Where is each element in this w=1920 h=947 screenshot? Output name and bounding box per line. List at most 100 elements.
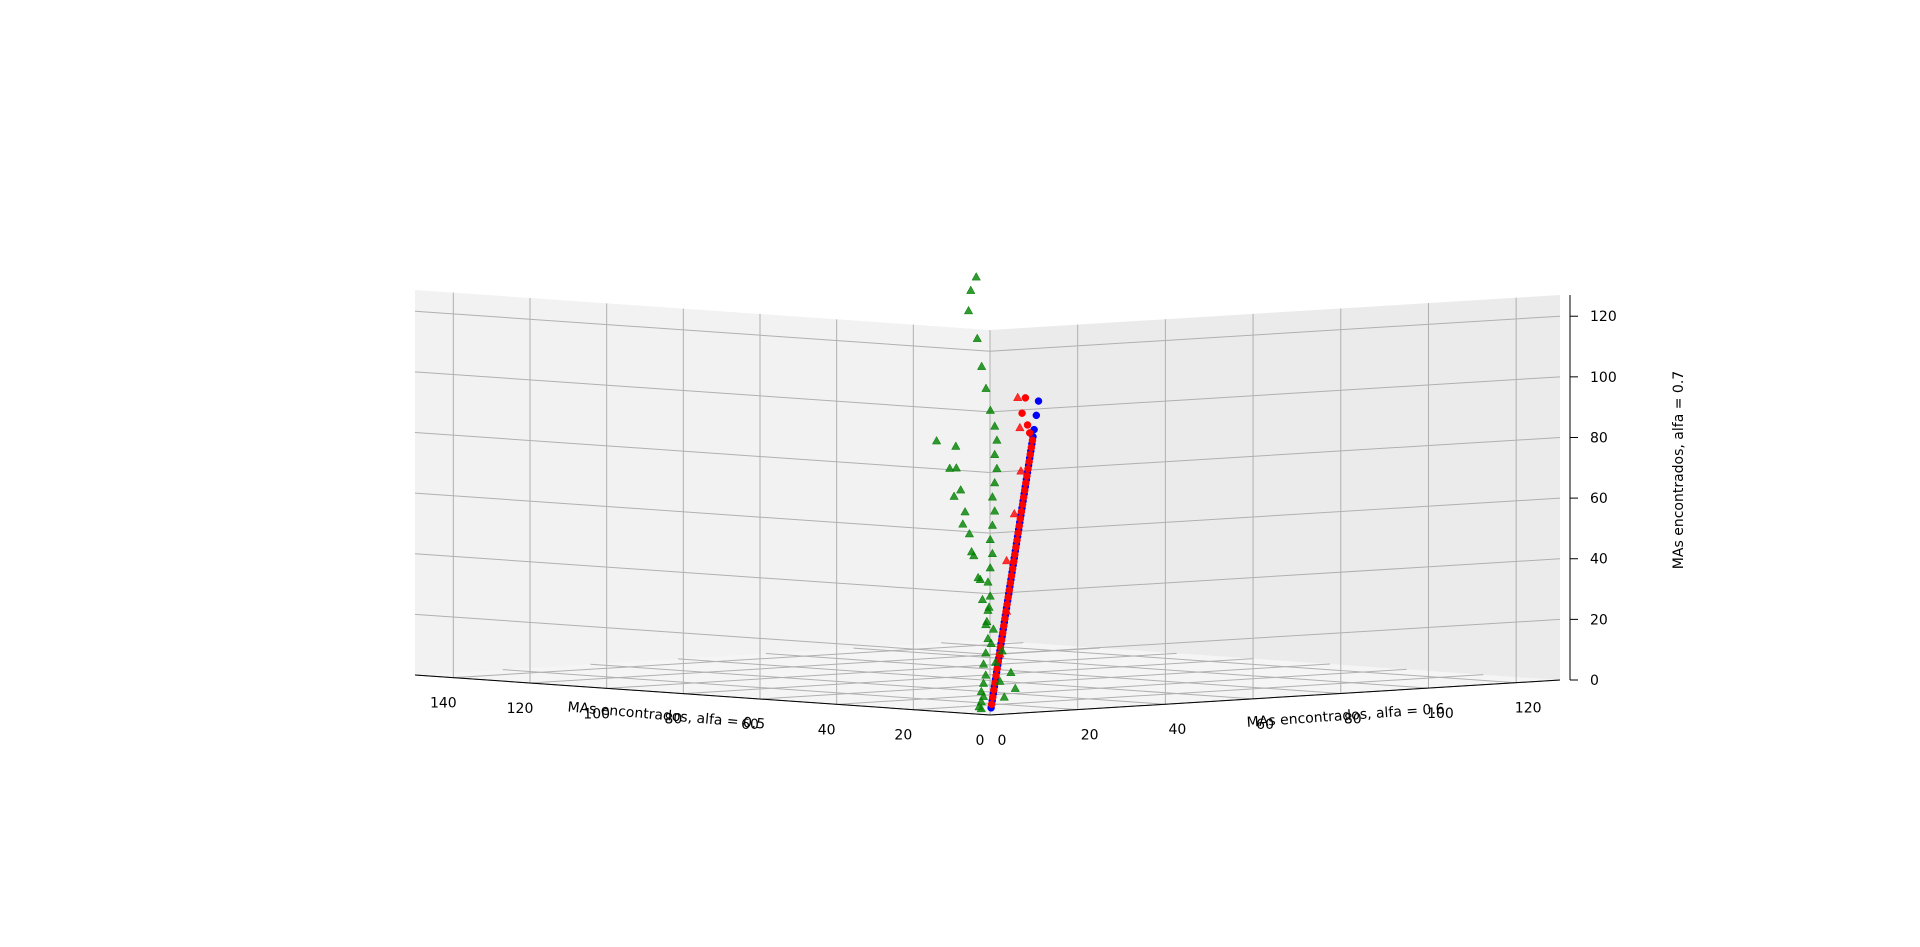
data-point: [990, 657, 1001, 666]
data-point: [987, 492, 998, 501]
z-tick-label: 80: [1590, 430, 1608, 446]
data-points: [931, 272, 1043, 713]
y-axis-line: [989, 679, 1561, 716]
data-point: [1006, 667, 1016, 676]
data-point: [993, 664, 1001, 673]
data-point: [1014, 529, 1022, 537]
data-point: [1001, 555, 1012, 565]
data-point: [1009, 508, 1019, 518]
gridline-z: [414, 492, 1561, 534]
data-point: [982, 616, 992, 625]
data-point: [985, 534, 995, 543]
data-point: [992, 435, 1002, 444]
data-point: [984, 602, 994, 611]
data-point: [1019, 493, 1028, 502]
data-point: [966, 546, 977, 556]
data-point: [992, 463, 1002, 472]
data-point: [1016, 466, 1026, 475]
data-point: [1000, 622, 1008, 630]
data-point: [985, 591, 995, 600]
data-point: [1034, 397, 1043, 405]
data-point: [1015, 422, 1025, 432]
data-point: [958, 519, 968, 528]
x-tick-label: 0: [976, 733, 985, 749]
z-tick-label: 20: [1590, 612, 1608, 628]
data-point: [999, 692, 1009, 701]
x-tick-label: 80: [664, 712, 682, 728]
data-point: [981, 383, 991, 392]
back-pane-y: [990, 295, 1560, 715]
data-point: [1004, 593, 1012, 602]
data-point: [1025, 457, 1033, 466]
data-point: [1017, 507, 1026, 516]
data-point: [966, 285, 976, 294]
data-point: [1028, 436, 1037, 445]
data-point: [992, 672, 1000, 680]
x-tick-label: 40: [818, 722, 836, 738]
gridline-z: [414, 310, 1561, 352]
data-point: [989, 693, 997, 701]
data-point: [956, 485, 966, 494]
back-pane-x: [415, 290, 990, 715]
data-point: [931, 435, 942, 445]
data-point: [972, 333, 982, 342]
data-point: [983, 577, 993, 586]
data-point: [976, 703, 986, 713]
gridline-z: [414, 613, 1561, 655]
axis-lines: [414, 295, 1571, 716]
data-point: [971, 272, 981, 281]
data-point: [995, 676, 1005, 685]
data-point: [1001, 614, 1009, 623]
data-point: [985, 405, 995, 414]
y-tick-label: 60: [1256, 717, 1274, 733]
data-point: [1001, 606, 1012, 615]
x-axis-line: [414, 674, 991, 716]
data-point: [986, 638, 996, 647]
data-point: [1011, 550, 1019, 559]
x-tick-label: 140: [430, 696, 457, 712]
data-point: [977, 361, 987, 370]
data-point: [951, 441, 961, 450]
data-point: [987, 548, 998, 557]
data-point: [998, 629, 1007, 637]
data-point: [1013, 536, 1021, 544]
axis-panes: [415, 290, 1560, 715]
z-tick-label: 60: [1590, 491, 1608, 507]
data-point: [1009, 557, 1018, 566]
data-point: [951, 463, 961, 472]
data-point: [1027, 443, 1036, 452]
z-tick-label: 0: [1590, 673, 1599, 689]
data-point: [990, 506, 1000, 515]
data-point: [997, 645, 1007, 655]
data-point: [1023, 421, 1032, 429]
y-tick-label: 0: [998, 733, 1007, 749]
data-point: [985, 562, 995, 572]
y-tick-label: 80: [1344, 711, 1362, 727]
data-point: [977, 594, 988, 604]
data-point: [1013, 392, 1023, 401]
data-point: [1018, 500, 1027, 509]
data-point: [981, 670, 991, 679]
data-point: [981, 648, 991, 657]
data-point: [1007, 572, 1016, 580]
tick-labels: 0 20 40 60 80 100 120 140 0 20 40 60 80 100 120 0 20 40 60…: [430, 309, 1617, 749]
z-tick-label: 40: [1590, 552, 1608, 568]
data-point: [987, 700, 996, 709]
data-point: [1025, 429, 1034, 437]
data-point: [1024, 465, 1032, 473]
data-point: [983, 633, 993, 643]
data-point: [1010, 683, 1020, 692]
data-point: [963, 305, 974, 315]
data-point: [945, 463, 955, 472]
x-tick-label: 100: [583, 706, 610, 722]
y-tick-label: 100: [1427, 706, 1454, 722]
data-point: [978, 659, 989, 668]
data-point: [1008, 564, 1017, 573]
gridline-z: [414, 431, 1561, 473]
data-point: [990, 449, 1000, 458]
data-point: [1032, 411, 1041, 420]
data-point: [990, 421, 1000, 430]
x-tick-label: 60: [741, 717, 759, 733]
z-tick-label: 100: [1590, 370, 1617, 386]
